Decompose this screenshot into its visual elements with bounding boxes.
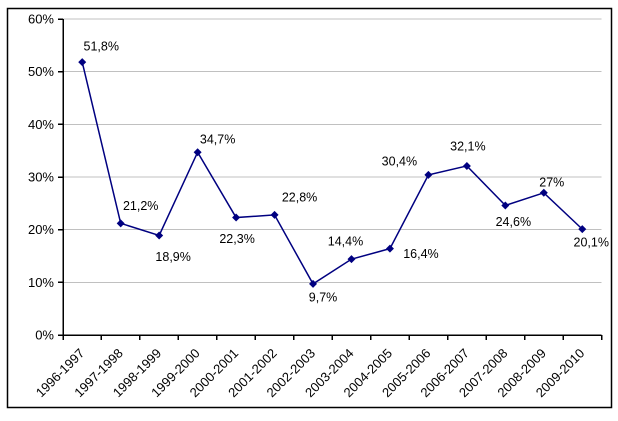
data-point-label: 22,3%	[219, 232, 254, 246]
data-point-marker	[155, 231, 164, 240]
y-tick-label: 30%	[28, 170, 54, 185]
data-point-label: 27%	[539, 175, 564, 189]
y-tick-label: 50%	[28, 64, 54, 79]
data-point-marker	[193, 148, 202, 157]
data-point-marker	[539, 188, 548, 197]
data-point-marker	[309, 279, 318, 288]
data-line	[81, 62, 583, 285]
data-point-label: 18,9%	[155, 250, 190, 264]
data-point-label: 22,8%	[282, 190, 317, 204]
data-point-label: 32,1%	[450, 139, 485, 153]
chart-border	[6, 7, 613, 409]
data-point-marker	[232, 213, 241, 222]
data-point-label: 20,1%	[574, 236, 609, 250]
data-point-label: 21,2%	[123, 199, 158, 213]
y-tick-label: 60%	[28, 12, 54, 27]
data-point-marker	[501, 201, 510, 210]
data-point-label: 51,8%	[84, 40, 119, 54]
data-point-marker	[424, 170, 433, 179]
data-point-label: 30,4%	[382, 154, 417, 168]
data-point-label: 14,4%	[328, 235, 363, 249]
data-point-marker	[347, 255, 356, 264]
data-point-marker	[78, 58, 87, 67]
data-point-label: 24,6%	[496, 215, 531, 229]
data-point-marker	[385, 244, 394, 253]
y-tick-label: 0%	[35, 328, 54, 343]
data-point-marker	[270, 210, 279, 219]
y-tick-label: 40%	[28, 117, 54, 132]
data-point-label: 9,7%	[309, 290, 338, 304]
data-point-label: 34,7%	[200, 133, 235, 147]
data-point-marker	[578, 225, 587, 234]
data-point-marker	[462, 161, 471, 170]
data-point-label: 16,4%	[403, 247, 438, 261]
y-tick-label: 20%	[28, 222, 54, 237]
y-tick-label: 10%	[28, 275, 54, 290]
data-point-marker	[116, 219, 125, 228]
